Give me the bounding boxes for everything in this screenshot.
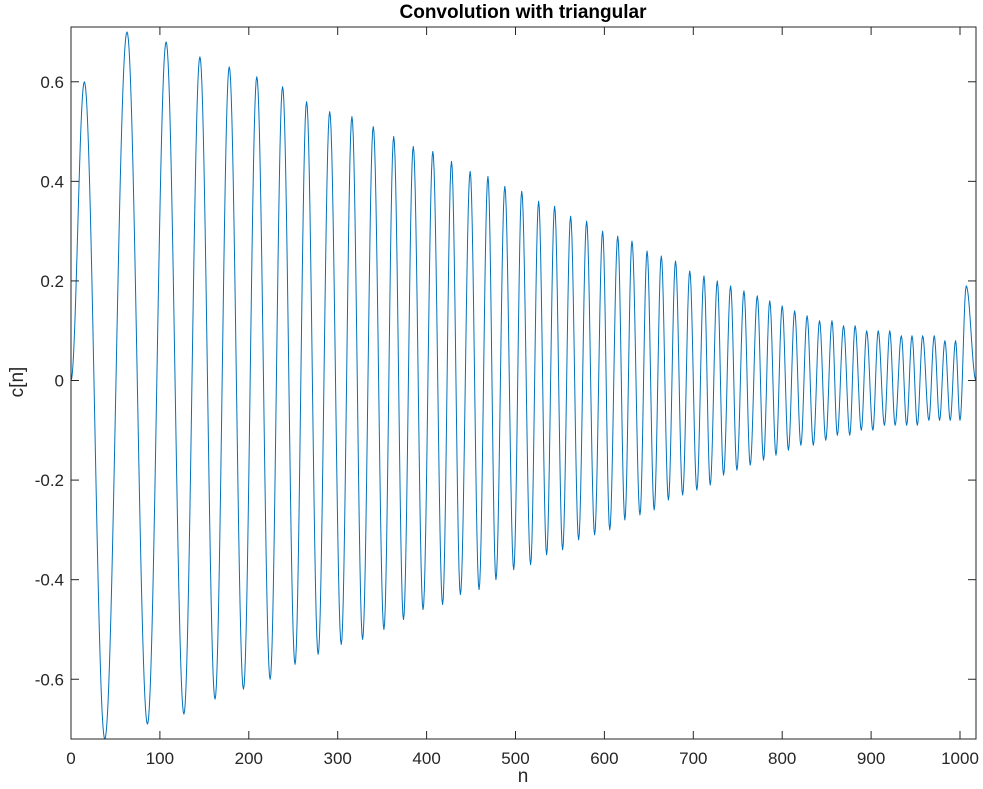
- x-tick-label: 500: [501, 749, 529, 768]
- x-tick-label: 300: [324, 749, 352, 768]
- axes-frame: [70, 26, 977, 740]
- y-axis: 0.6 0.4 0.2 0 -0.2 -0.4 -0.6: [35, 73, 976, 689]
- y-tick-label: -0.2: [35, 471, 64, 490]
- x-tick-label: 900: [857, 749, 885, 768]
- x-tick-label: 200: [235, 749, 263, 768]
- chart-title: Convolution with triangular: [400, 2, 648, 23]
- x-axis-label: n: [518, 766, 529, 787]
- x-tick-label: 700: [679, 749, 707, 768]
- y-tick-label: 0: [55, 372, 64, 391]
- y-tick-label: 0.4: [40, 172, 64, 191]
- x-tick-label: 0: [66, 749, 75, 768]
- y-tick-label: 0.2: [40, 272, 64, 291]
- series-line-c-n: [70, 31, 977, 740]
- y-tick-label: -0.4: [35, 571, 64, 590]
- x-tick-label: 400: [412, 749, 440, 768]
- x-tick-label: 600: [590, 749, 618, 768]
- y-tick-label: 0.6: [40, 73, 64, 92]
- plot-area: [70, 31, 977, 740]
- x-tick-label: 100: [146, 749, 174, 768]
- y-axis-label: c[n]: [7, 367, 28, 398]
- x-tick-label: 1000: [941, 749, 979, 768]
- y-tick-label: -0.6: [35, 670, 64, 689]
- x-tick-label: 800: [768, 749, 796, 768]
- x-axis: 0 100 200 300 400 500 600 700 800 900 1000: [66, 27, 979, 768]
